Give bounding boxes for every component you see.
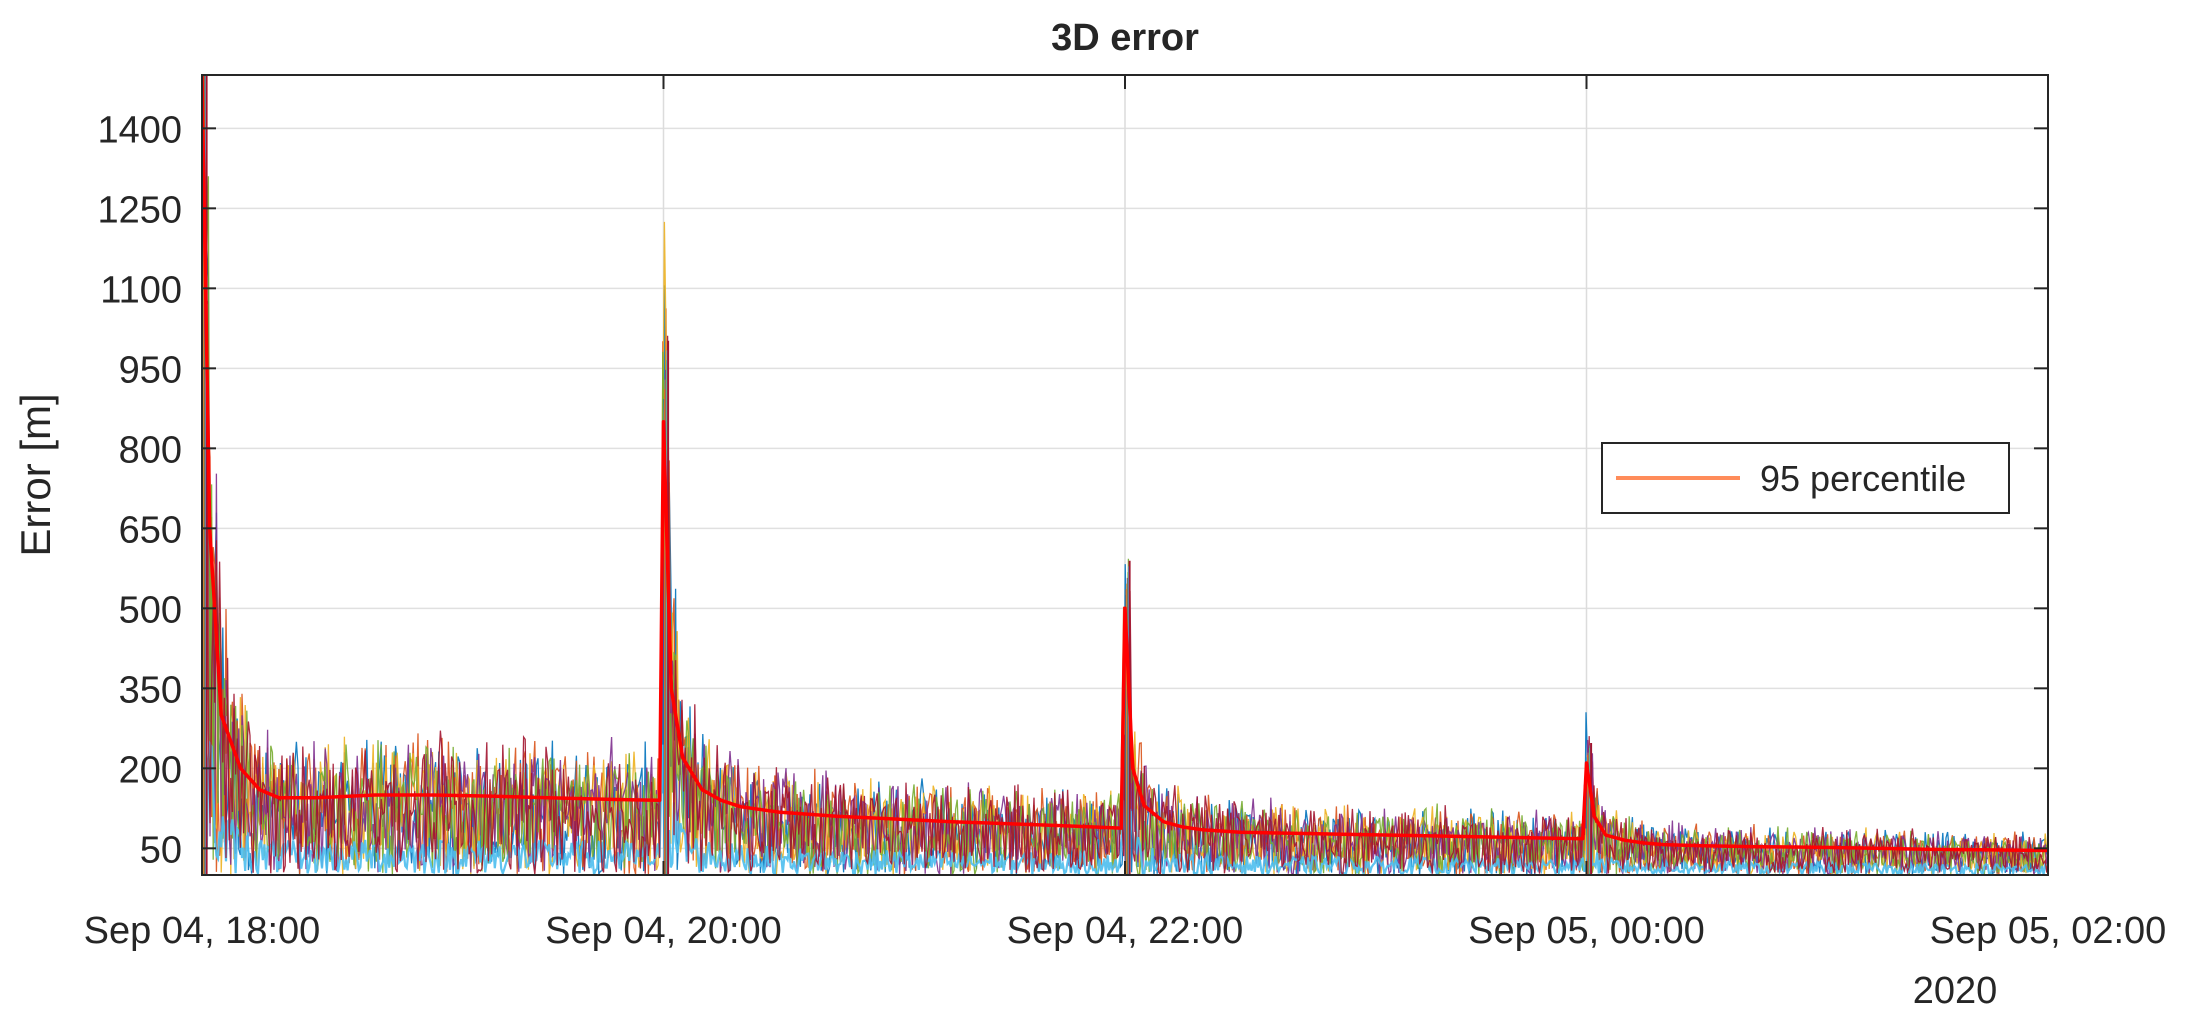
y-tick-label: 50: [140, 829, 182, 871]
y-tick-label: 1400: [97, 109, 182, 151]
y-tick-label: 350: [119, 669, 182, 711]
legend-entry: 95 percentile: [1760, 458, 1966, 499]
y-tick-label: 1100: [100, 269, 182, 311]
x-tick-label: Sep 05, 00:00: [1468, 910, 1705, 952]
percentile-layer: [202, 75, 2048, 853]
y-tick-label: 800: [119, 429, 182, 471]
y-tick-label: 650: [119, 509, 182, 551]
x-tick-label: Sep 04, 22:00: [1007, 910, 1244, 952]
x-tick-label: Sep 04, 18:00: [84, 910, 321, 952]
y-tick-label: 1250: [97, 189, 182, 231]
axis-ticks: 50 200 350 500 650 800 950 1100 1250 1400 Sep 04, …: [84, 75, 2167, 952]
chart-title: 3D error: [1051, 17, 1199, 59]
y-tick-label: 950: [119, 349, 182, 391]
percentile-line: [202, 75, 2048, 853]
legend[interactable]: 95 percentile: [1601, 442, 2010, 514]
y-tick-label: 500: [119, 589, 182, 631]
x-tick-label: Sep 05, 02:00: [1930, 910, 2167, 952]
y-tick-label: 200: [119, 749, 182, 791]
run-trace: [202, 75, 2048, 875]
x-tick-label: Sep 04, 20:00: [545, 910, 782, 952]
x-axis-year-label: 2020: [1913, 970, 1998, 1012]
y-axis-label: Error [m]: [12, 393, 59, 556]
